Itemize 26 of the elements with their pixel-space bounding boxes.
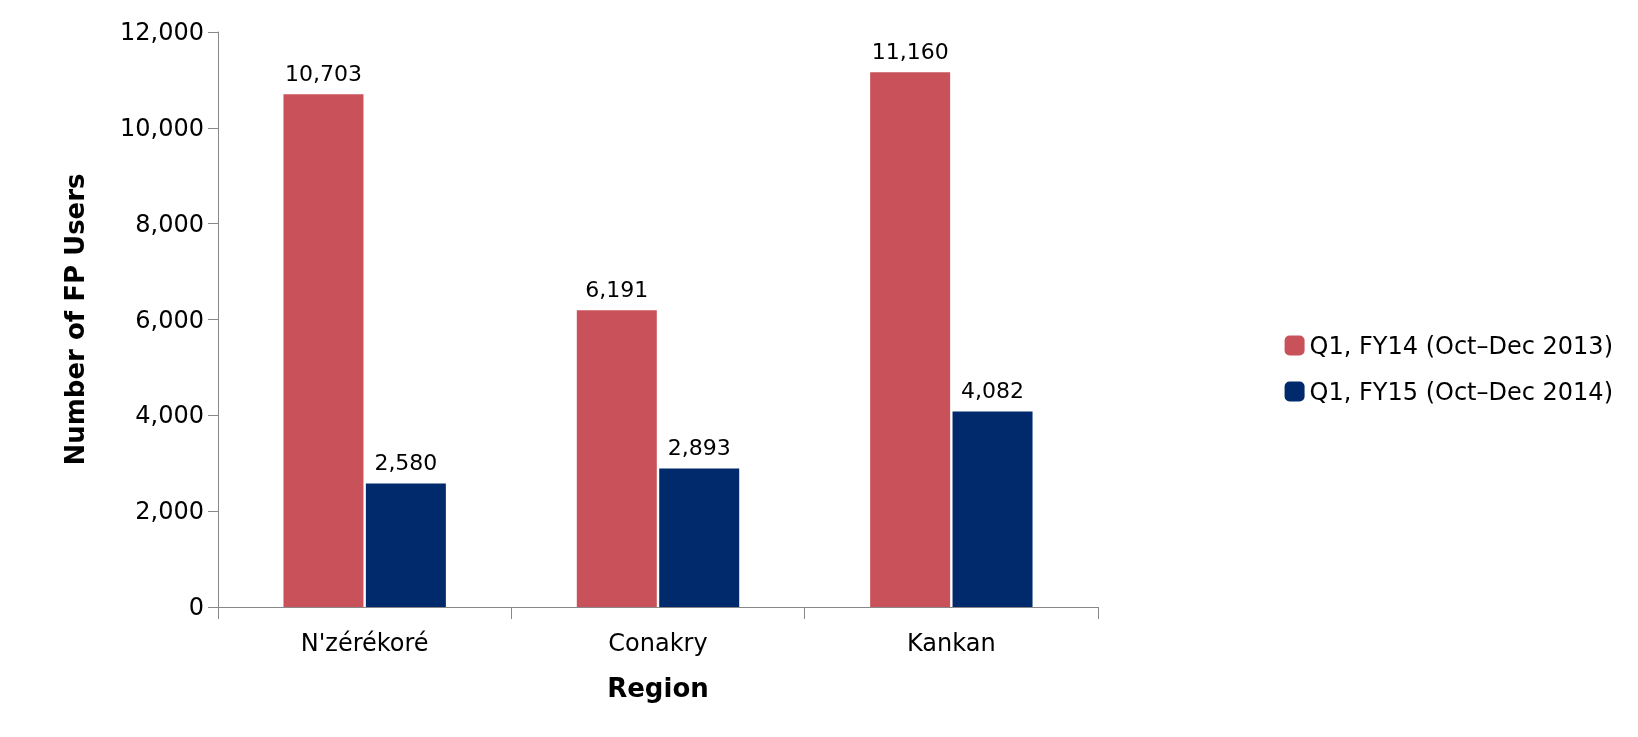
bar <box>283 94 364 607</box>
x-tick-label: Conakry <box>608 629 708 657</box>
y-tick-label: 2,000 <box>135 497 204 526</box>
legend-label: Q1, FY15 (Oct–Dec 2014) <box>1309 377 1613 406</box>
x-axis-title: Region <box>607 673 709 703</box>
data-label: 6,191 <box>585 276 649 302</box>
y-tick-label: 10,000 <box>120 113 204 142</box>
y-tick-label: 6,000 <box>135 305 204 334</box>
y-tick-label: 0 <box>188 593 204 621</box>
data-label: 2,893 <box>667 434 731 460</box>
data-label: 4,082 <box>961 377 1025 403</box>
y-axis-title: Number of FP Users <box>60 173 90 466</box>
bar <box>365 483 446 607</box>
y-tick-label: 8,000 <box>135 209 204 238</box>
bar <box>576 310 657 607</box>
y-tick-label: 12,000 <box>120 18 204 46</box>
bar <box>952 411 1033 607</box>
x-tick-label: N'zérékoré <box>300 629 429 657</box>
y-tick-label: 4,000 <box>135 401 204 430</box>
bar <box>870 72 951 607</box>
data-label: 10,703 <box>284 60 362 86</box>
data-label: 2,580 <box>374 449 438 475</box>
legend-label: Q1, FY14 (Oct–Dec 2013) <box>1309 331 1613 360</box>
data-label: 11,160 <box>871 38 949 64</box>
bar <box>659 468 740 607</box>
x-tick-label: Kankan <box>907 629 996 657</box>
